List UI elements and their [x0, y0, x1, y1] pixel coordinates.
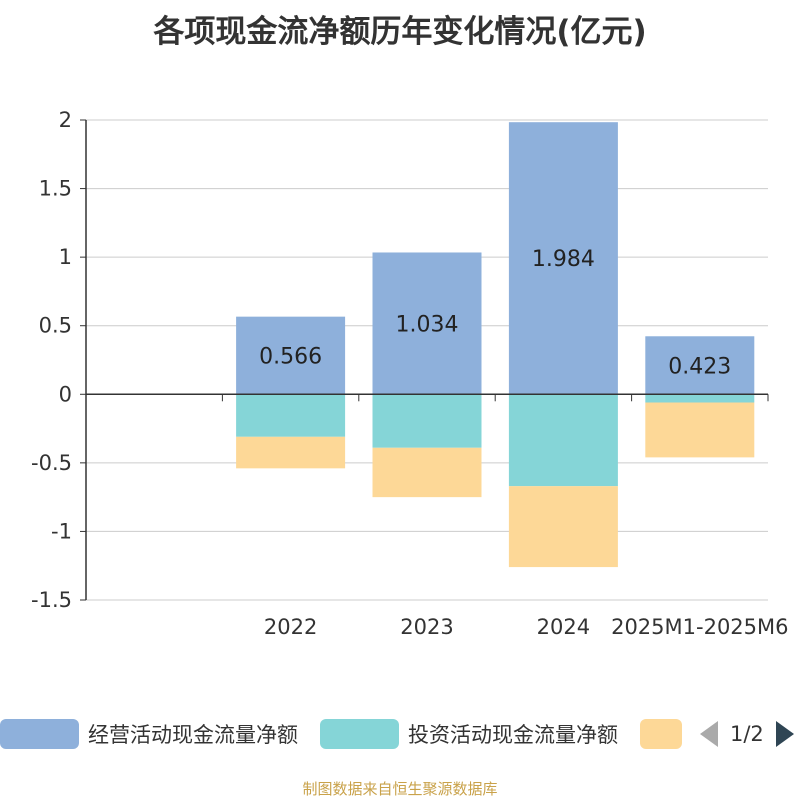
bar-segment[interactable]: [645, 394, 755, 403]
y-tick-label: -1: [51, 519, 72, 543]
legend-swatch: [320, 719, 399, 749]
axes: [80, 119, 769, 601]
legend: 经营活动现金流量净额 投资活动现金流量净额 1/2: [0, 714, 800, 754]
data-label: 0.423: [668, 354, 731, 379]
bar-segment[interactable]: [508, 394, 618, 487]
data-label: 0.566: [259, 344, 322, 369]
x-tick-label: 2025M1-2025M6: [611, 615, 788, 639]
y-tick-label: -1.5: [31, 588, 72, 612]
data-label: 1.034: [396, 312, 459, 337]
y-tick-label: 1.5: [39, 177, 72, 201]
y-tick-label: 0: [59, 382, 72, 406]
pager-next-icon[interactable]: [775, 721, 794, 747]
x-tick-label: 2022: [264, 615, 317, 639]
y-tick-label: 0.5: [39, 314, 72, 338]
bar-segment[interactable]: [508, 122, 618, 395]
labels: 2 1.5 1 0.5 0 -0.5 -1 -1.5 0.566 2022 1.034 2023 1.9…: [31, 108, 789, 639]
bar-segment[interactable]: [372, 447, 482, 498]
legend-swatch: [640, 719, 682, 749]
x-tick-label: 2023: [400, 615, 453, 639]
bar-segment[interactable]: [372, 252, 482, 395]
bar-segment[interactable]: [372, 394, 482, 448]
data-label: 1.984: [532, 247, 595, 272]
legend-item-financing[interactable]: [640, 714, 682, 754]
bar-segment[interactable]: [236, 394, 346, 437]
bar-chart: 2 1.5 1 0.5 0 -0.5 -1 -1.5 0.566 2022 1.034 2023 1.9…: [31, 108, 789, 639]
legend-item-operating[interactable]: 经营活动现金流量净额: [0, 714, 298, 754]
bar-segment[interactable]: [645, 402, 755, 458]
y-tick-label: 1: [59, 245, 72, 269]
bars: [236, 122, 755, 568]
chart-title: 各项现金流净额历年变化情况(亿元): [153, 14, 647, 50]
legend-item-investing[interactable]: 投资活动现金流量净额: [320, 714, 618, 754]
pager-text: 1/2: [730, 722, 764, 746]
pager-prev-icon[interactable]: [700, 721, 718, 747]
bar-segment[interactable]: [508, 486, 618, 568]
bar-segment[interactable]: [236, 316, 346, 395]
bar-segment[interactable]: [236, 436, 346, 469]
x-tick-label: 2024: [537, 615, 590, 639]
y-tick-label: 2: [59, 108, 72, 132]
legend-pager: 1/2: [700, 714, 794, 754]
source-note: 制图数据来自恒生聚源数据库: [302, 780, 498, 798]
legend-label: 投资活动现金流量净额: [408, 723, 618, 747]
y-tick-label: -0.5: [31, 451, 72, 475]
legend-label: 经营活动现金流量净额: [88, 723, 298, 747]
bar-segment[interactable]: [645, 336, 755, 395]
legend-swatch: [0, 719, 79, 749]
